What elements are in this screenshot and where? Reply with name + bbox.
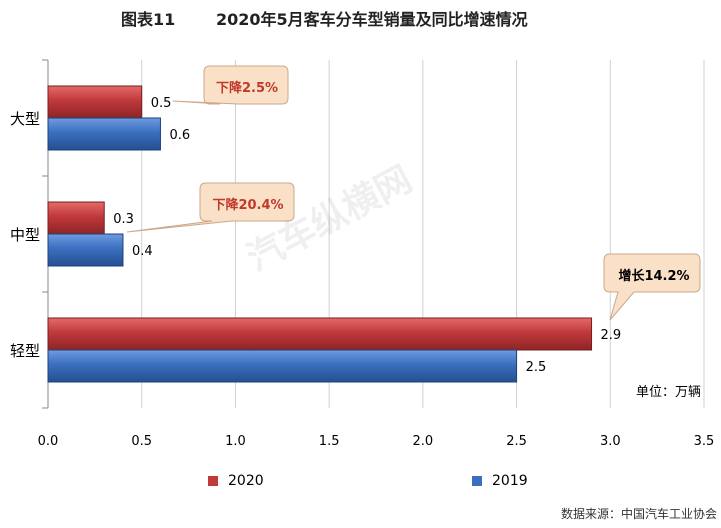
data-label: 0.4 <box>132 244 153 259</box>
legend-swatch-2020 <box>208 476 218 486</box>
legend-label-2020: 2020 <box>228 473 264 489</box>
bar-2019-2 <box>47 349 518 383</box>
bar-2019-0 <box>47 117 161 151</box>
x-tick-label: 1.0 <box>225 434 246 449</box>
bar-2020-0 <box>47 85 143 119</box>
data-label: 0.5 <box>151 96 172 111</box>
x-tick-label: 2.5 <box>506 434 527 449</box>
category-label: 大型 <box>10 110 40 128</box>
data-label: 0.6 <box>169 128 190 143</box>
chart-title: 2020年5月客车分车型销量及同比增速情况 <box>216 10 528 29</box>
legend-item-2019: 2019 <box>472 473 528 489</box>
bar-2020-2 <box>47 317 593 351</box>
units-label: 单位：万辆 <box>636 385 702 400</box>
x-tick-label: 2.0 <box>413 434 434 449</box>
legend-label-2019: 2019 <box>492 473 528 489</box>
x-tick-label: 3.5 <box>694 434 715 449</box>
legend-item-2020: 2020 <box>208 473 264 489</box>
x-tick-label: 0.0 <box>38 434 59 449</box>
x-tick-label: 1.5 <box>319 434 340 449</box>
callout-light-text: 增长14.2% <box>618 269 690 284</box>
x-tick-label: 0.5 <box>131 434 152 449</box>
callout-bubble <box>172 65 289 105</box>
callout-large-text: 下降2.5% <box>215 81 279 96</box>
figure-number: 图表11 <box>121 10 176 29</box>
legend-swatch-2019 <box>472 476 482 486</box>
data-source: 数据来源：中国汽车工业协会 <box>560 507 717 521</box>
bar-2020-1 <box>47 201 105 235</box>
data-label: 2.5 <box>526 360 547 375</box>
data-label: 2.9 <box>601 328 622 343</box>
category-label: 轻型 <box>10 342 40 360</box>
data-label: 0.3 <box>113 212 134 227</box>
callout-bubble <box>603 253 701 321</box>
x-tick-label: 3.0 <box>600 434 621 449</box>
callout-bubble <box>126 182 295 233</box>
bar-2019-1 <box>47 233 124 267</box>
callout-medium-text: 下降20.4% <box>212 198 284 213</box>
category-label: 中型 <box>10 226 40 244</box>
